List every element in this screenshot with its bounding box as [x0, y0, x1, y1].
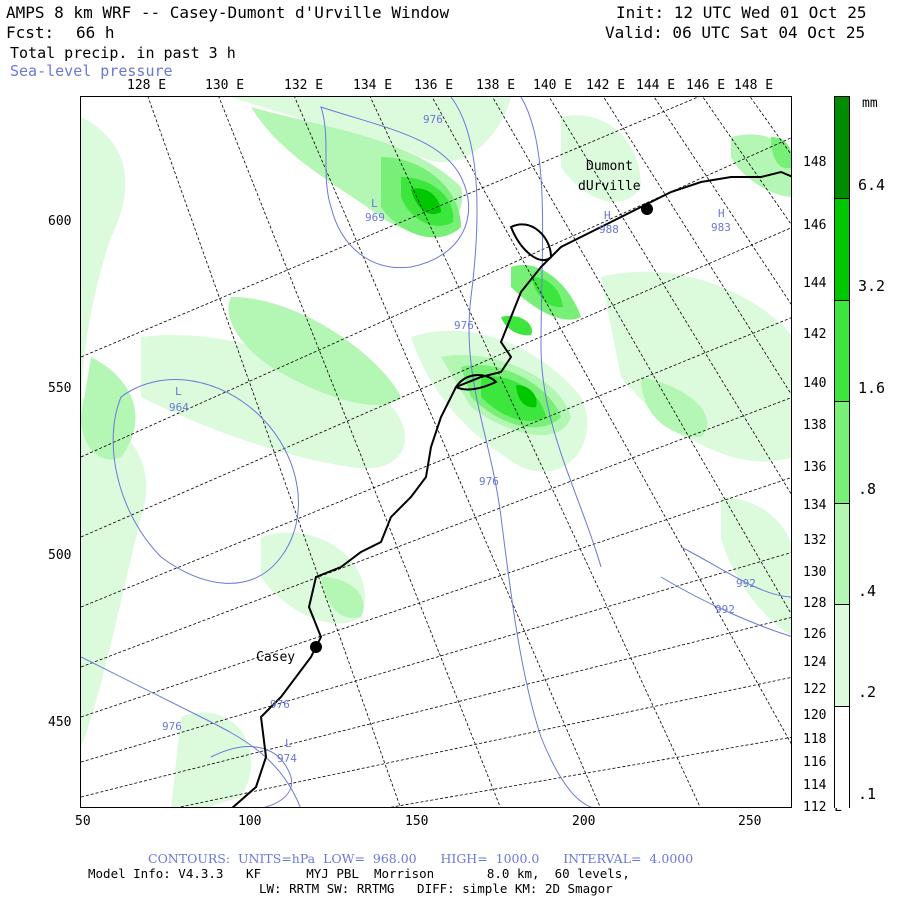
map-canvas — [81, 97, 791, 807]
left-grid-tick: 500 — [48, 548, 72, 563]
left-grid-tick: 450 — [48, 715, 72, 730]
pressure-center-value: 983 — [711, 221, 731, 234]
isobar-label: 976 — [162, 720, 182, 733]
left-grid-tick: 600 — [48, 214, 72, 229]
precip-shading — [81, 97, 791, 807]
colorbar-label: .4 — [858, 581, 877, 600]
top-lon-label: 128 E — [127, 78, 167, 93]
left-grid-tick: 550 — [48, 381, 72, 396]
isobar-label: 976 — [479, 475, 499, 488]
top-lon-label: 140 E — [533, 78, 573, 93]
field-name: Total precip. in past 3 h — [10, 44, 236, 62]
top-lon-label: 130 E — [205, 78, 245, 93]
pressure-center-value: 969 — [365, 211, 385, 224]
init-time: Init: 12 UTC Wed 01 Oct 25 — [616, 3, 867, 22]
pressure-center-value: 974 — [277, 752, 297, 765]
top-lon-label: 142 E — [586, 78, 626, 93]
colorbar-segment — [835, 705, 849, 808]
physics-info: LW: RRTM SW: RRTMG DIFF: simple KM: 2D S… — [259, 881, 613, 896]
top-lon-label: 134 E — [353, 78, 393, 93]
bottom-grid-tick: 100 — [238, 814, 262, 829]
isobar-label: 976 — [454, 319, 474, 332]
model-info: Model Info: V4.3.3 KF MYJ PBL Morrison 8… — [88, 866, 630, 881]
top-lon-label: 148 E — [734, 78, 774, 93]
isobars — [81, 97, 791, 807]
colorbar-segment — [835, 401, 849, 504]
dumont-label-line1: Dumont — [586, 159, 633, 174]
top-lon-label: 132 E — [284, 78, 324, 93]
dumont-label-line2: dUrville — [578, 179, 641, 194]
isobar-label: 992 — [736, 577, 756, 590]
colorbar-segment — [835, 97, 849, 199]
pressure-center-value: 964 — [169, 401, 189, 414]
colorbar-label: .8 — [858, 480, 877, 499]
map-panel: Dumont dUrville Casey L 969 H 988 H 983 … — [80, 96, 792, 808]
colorbar-segment — [835, 502, 849, 606]
bottom-grid-tick: 150 — [405, 814, 429, 829]
colorbar-label: 1.6 — [858, 378, 886, 397]
colorbar-label: 6.4 — [858, 176, 886, 194]
colorbar-label: .2 — [858, 683, 877, 702]
forecast-label: Fcst: — [6, 23, 55, 42]
bottom-grid-tick: 250 — [738, 814, 762, 829]
map-title: AMPS 8 km WRF -- Casey-Dumont d'Urville … — [6, 3, 450, 22]
dumont-durville-station-dot — [641, 203, 653, 215]
pressure-center-type: H — [604, 209, 611, 222]
contour-info: CONTOURS: UNITS=hPa LOW= 968.00 HIGH= 10… — [148, 851, 694, 866]
bottom-grid-tick: 50 — [75, 814, 91, 829]
valid-time: Valid: 06 UTC Sat 04 Oct 25 — [605, 23, 866, 42]
lat-lon-grid — [81, 97, 791, 807]
overlay-name: Sea-level pressure — [10, 62, 173, 80]
top-lon-label: 144 E — [636, 78, 676, 93]
colorbar-label: .1 — [858, 784, 877, 803]
pressure-center-type: L — [285, 737, 292, 750]
top-lon-label: 136 E — [414, 78, 454, 93]
colorbar-unit: mm — [862, 96, 878, 111]
colorbar-segment — [835, 299, 849, 403]
pressure-center-value: 988 — [599, 223, 619, 236]
top-lon-label: 138 E — [476, 78, 516, 93]
isobar-label: 992 — [715, 603, 735, 616]
pressure-center-type: L — [175, 385, 182, 398]
isobar-label: 976 — [270, 698, 290, 711]
bottom-grid-tick: 200 — [572, 814, 596, 829]
forecast-hours: 66 h — [76, 23, 115, 42]
colorbar-label: 3.2 — [858, 277, 886, 296]
colorbar-segment — [835, 198, 849, 301]
pressure-center-type: L — [371, 197, 378, 210]
pressure-center-type: H — [718, 207, 725, 220]
colorbar-segment — [835, 604, 849, 707]
top-lon-label: 146 E — [686, 78, 726, 93]
casey-label: Casey — [256, 650, 296, 665]
casey-station-dot — [310, 641, 322, 653]
isobar-label: 976 — [423, 113, 443, 126]
colorbar — [834, 96, 850, 808]
